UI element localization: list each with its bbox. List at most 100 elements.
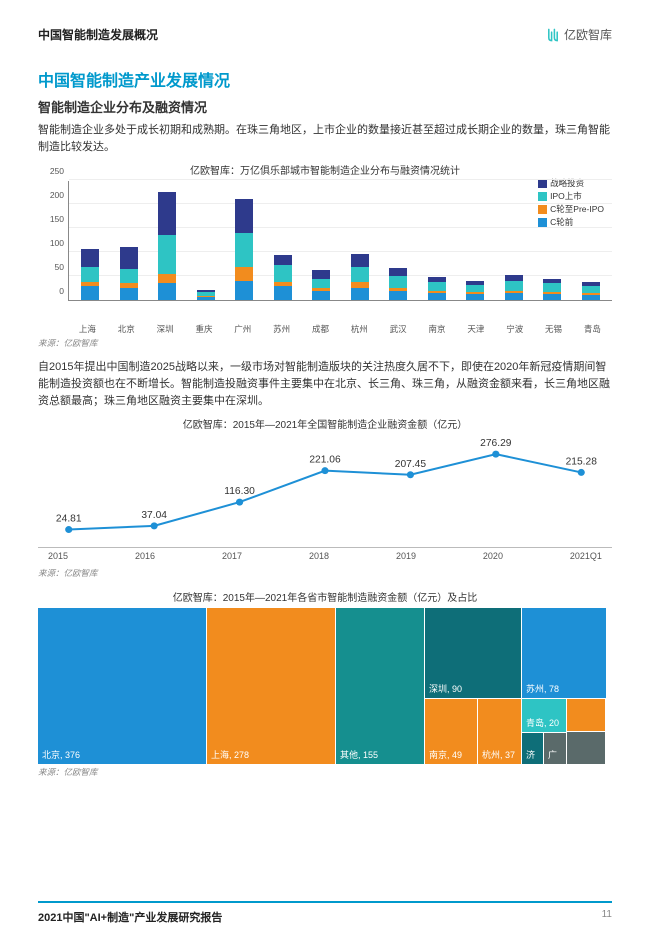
- treemap-row: 济广: [522, 733, 566, 764]
- treemap-cell: 上海, 278: [207, 608, 335, 764]
- bar-segment: [120, 247, 138, 269]
- treemap-label: 上海, 278: [211, 748, 249, 761]
- bar-segment: [389, 268, 407, 275]
- bar-plot-area: 战略投资IPO上市C轮至Pre-IPOC轮前: [68, 181, 612, 301]
- treemap-cell: 深圳, 90: [425, 608, 521, 698]
- footer-page-number: 11: [602, 909, 612, 925]
- bar-segment: [158, 192, 176, 235]
- y-tick: 250: [50, 166, 64, 176]
- x-tick: 重庆: [195, 323, 212, 335]
- x-tick: 南京: [429, 323, 446, 335]
- treemap-label: 杭州, 37: [482, 748, 515, 761]
- bar-segment: [428, 293, 446, 300]
- x-tick: 2021Q1: [570, 548, 602, 561]
- bar-column: [505, 275, 523, 300]
- bar-column: [235, 199, 253, 300]
- line-point: [321, 467, 328, 474]
- line-value-label: 215.28: [566, 457, 598, 468]
- bar-y-axis: 050100150200250: [38, 181, 68, 301]
- bar-segment: [235, 267, 253, 281]
- x-tick: 青岛: [584, 323, 601, 335]
- legend-swatch: [538, 205, 547, 214]
- bar-column: [81, 249, 99, 300]
- legend-label: C轮至Pre-IPO: [550, 203, 604, 215]
- bar-segment: [543, 294, 561, 300]
- line-chart-title: 亿欧智库：2015年—2021年全国智能制造企业融资金额（亿元）: [38, 416, 612, 431]
- paragraph-1: 智能制造企业多处于成长初期和成熟期。在珠三角地区，上市企业的数量接近甚至超过成长…: [38, 122, 612, 156]
- bar-column: [428, 277, 446, 300]
- line-svg: 24.8137.04116.30221.06207.45276.29215.28: [38, 435, 612, 545]
- header-breadcrumb: 中国智能制造发展概况: [38, 26, 158, 43]
- section-title: 中国智能制造产业发展情况: [38, 67, 612, 91]
- treemap-source: 来源：亿欧智库: [38, 766, 612, 778]
- bar-segment: [505, 293, 523, 300]
- treemap-cell: 济: [522, 733, 543, 764]
- bar-column: [158, 192, 176, 300]
- x-tick: 武汉: [390, 323, 407, 335]
- treemap-right: 深圳, 90苏州, 78南京, 49杭州, 37青岛, 20济广: [425, 608, 612, 764]
- treemap-area: 北京, 376上海, 278其他, 155深圳, 90苏州, 78南京, 49杭…: [38, 608, 612, 764]
- bar-column: [351, 254, 369, 301]
- x-tick: 宁波: [506, 323, 523, 335]
- treemap-col: 青岛, 20 济广: [522, 699, 566, 764]
- bar-chart: 亿欧智库：万亿俱乐部城市智能制造企业分布与融资情况统计 050100150200…: [38, 162, 612, 349]
- paragraph-2: 自2015年提出中国制造2025战略以来，一级市场对智能制造版块的关注热度久居不…: [38, 359, 612, 410]
- bar-column: [582, 282, 600, 300]
- bar-segment: [428, 282, 446, 291]
- x-tick: 深圳: [157, 323, 174, 335]
- treemap-cell: 杭州, 37: [478, 699, 521, 764]
- x-tick: 2018: [309, 548, 329, 561]
- bar-segment: [235, 281, 253, 300]
- bar-column: [389, 268, 407, 300]
- bar-segment: [274, 265, 292, 282]
- bar-chart-title: 亿欧智库：万亿俱乐部城市智能制造企业分布与融资情况统计: [38, 162, 612, 177]
- treemap-title: 亿欧智库：2015年—2021年各省市智能制造融资金额（亿元）及占比: [38, 589, 612, 604]
- legend-swatch: [538, 218, 547, 227]
- bar-segment: [351, 288, 369, 300]
- bar-segment: [197, 297, 215, 300]
- line-point: [236, 499, 243, 506]
- bar-segment: [235, 233, 253, 267]
- bar-segment: [389, 276, 407, 288]
- bar-segment: [543, 283, 561, 292]
- header: 中国智能制造发展概况 亿欧智库: [38, 26, 612, 43]
- x-tick: 苏州: [273, 323, 290, 335]
- line-value-label: 207.45: [395, 459, 427, 470]
- bar-segment: [81, 286, 99, 300]
- bar-segment: [466, 294, 484, 300]
- logo-text: 亿欧智库: [564, 26, 612, 43]
- treemap-cell: [567, 732, 605, 764]
- bar-segment: [389, 291, 407, 301]
- bar-segment: [351, 267, 369, 282]
- x-tick: 2019: [396, 548, 416, 561]
- treemap-label: 青岛, 20: [526, 716, 559, 729]
- bar-column: [197, 290, 215, 301]
- legend-item: C轮至Pre-IPO: [538, 203, 604, 215]
- treemap-row: 南京, 49 杭州, 37 青岛, 20 济广: [425, 699, 612, 764]
- line-value-label: 221.06: [309, 455, 341, 466]
- bar-chart-source: 来源：亿欧智库: [38, 337, 612, 349]
- x-tick: 广州: [234, 323, 251, 335]
- line-chart-source: 来源：亿欧智库: [38, 567, 612, 579]
- bar-segment: [582, 295, 600, 300]
- x-tick: 上海: [79, 323, 96, 335]
- x-tick: 杭州: [351, 323, 368, 335]
- bar-segment: [158, 235, 176, 273]
- bar-column: [466, 281, 484, 300]
- bar-x-axis: 上海北京深圳重庆广州苏州成都杭州武汉南京天津宁波无锡青岛: [68, 323, 612, 335]
- bar-segment: [81, 267, 99, 281]
- x-tick: 天津: [467, 323, 484, 335]
- treemap-row: 深圳, 90苏州, 78: [425, 608, 612, 698]
- treemap-chart: 亿欧智库：2015年—2021年各省市智能制造融资金额（亿元）及占比 北京, 3…: [38, 589, 612, 778]
- bar-segment: [120, 269, 138, 283]
- footer-title: 2021中国"AI+制造"产业发展研究报告: [38, 909, 222, 925]
- bar-column: [543, 279, 561, 301]
- line-point: [492, 451, 499, 458]
- y-tick: 50: [55, 262, 64, 272]
- treemap-cell: 南京, 49: [425, 699, 477, 764]
- treemap-cell: 苏州, 78: [522, 608, 606, 698]
- page: 中国智能制造发展概况 亿欧智库 中国智能制造产业发展情况 智能制造企业分布及融资…: [0, 0, 650, 939]
- bar-segment: [274, 286, 292, 300]
- legend-swatch: [538, 192, 547, 201]
- bar-segment: [81, 249, 99, 267]
